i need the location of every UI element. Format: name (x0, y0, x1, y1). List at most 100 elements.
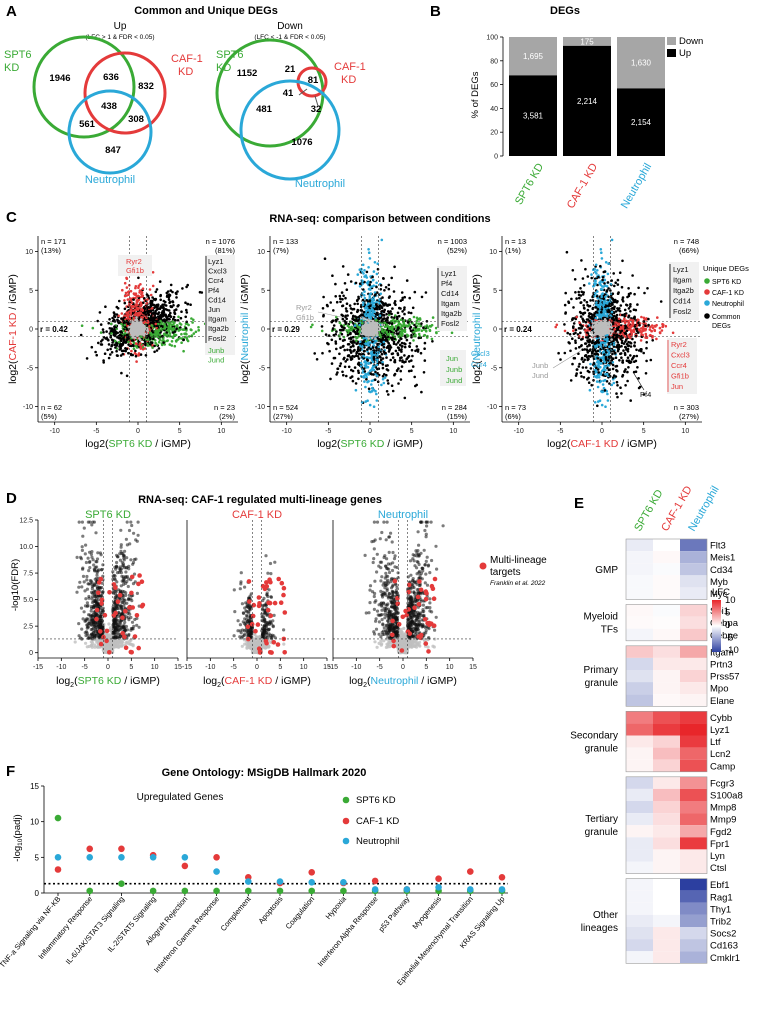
c-scatter-point (382, 313, 386, 317)
c-scatter-point (604, 405, 607, 409)
c-scatter-point (615, 380, 619, 384)
c-scatter-point (330, 338, 334, 342)
c-scatter-point (131, 305, 135, 308)
c-scatter-point (333, 356, 337, 360)
c-scatter-point (150, 329, 154, 333)
c-scatter-point (612, 381, 616, 385)
c-scatter-point (393, 316, 396, 319)
c-scatter-point (568, 333, 572, 336)
c-scatter-point (372, 270, 376, 273)
c-scatter-point (403, 354, 406, 357)
c-scatter-point (149, 293, 153, 297)
c-scatter-point (130, 349, 133, 353)
c-scatter-point (338, 337, 342, 341)
c-scatter-point (382, 333, 386, 337)
c-scatter-point (360, 292, 364, 295)
c-scatter-point (158, 338, 162, 342)
c-scatter-point (355, 350, 359, 354)
c-scatter-point (137, 354, 140, 357)
c-scatter-point (186, 302, 189, 306)
c-xtick-label: -5 (325, 428, 331, 435)
c-scatter-point (351, 315, 355, 318)
c-scatter-point (607, 295, 610, 299)
c-scatter-point (351, 379, 355, 383)
c-scatter-point (338, 352, 341, 356)
c-scatter-point (399, 378, 403, 381)
c-scatter-point (184, 315, 187, 319)
c-scatter-point (178, 336, 182, 340)
c-scatter-point (115, 349, 118, 353)
c-scatter-point (141, 345, 145, 349)
c-scatter-point (128, 284, 131, 287)
c-scatter-point (396, 332, 400, 335)
c-scatter-point (372, 278, 375, 282)
c-scatter-point (343, 365, 347, 369)
c-scatter-point (575, 297, 578, 300)
c-scatter-point (173, 330, 177, 333)
c-scatter-point (369, 326, 372, 330)
c-scatter-point (642, 351, 645, 355)
c-scatter-point (603, 284, 607, 288)
c-scatter-point (135, 360, 138, 363)
c-scatter-point (568, 342, 571, 345)
c-scatter-point (136, 328, 139, 331)
venn-up-title: Up (114, 21, 127, 32)
c-scatter-point (382, 381, 386, 385)
c-scatter-point (157, 329, 161, 333)
c-scatter-point (133, 351, 137, 355)
c-scatter-point (555, 323, 559, 327)
c-scatter-point (120, 330, 123, 334)
c-scatter-point (630, 324, 634, 328)
c-scatter-point (643, 291, 646, 295)
c-scatter-point (342, 373, 345, 377)
c-scatter-point (352, 349, 355, 353)
c-scatter-point (584, 342, 587, 345)
c-ylabel-post: / iGMP) (239, 274, 251, 313)
c-scatter-point (170, 340, 174, 343)
c-scatter-point (570, 297, 573, 301)
c-scatter-point (414, 325, 418, 329)
c-scatter-point (132, 298, 135, 301)
c-scatter-point (376, 331, 380, 335)
c-scatter-point (123, 294, 127, 298)
c-scatter-point (589, 367, 593, 370)
c-scatter-point (113, 343, 116, 347)
c-scatter-point (359, 365, 363, 368)
c-scatter-point (415, 345, 419, 348)
c-scatter-point (351, 317, 354, 321)
c-scatter-point (385, 312, 388, 316)
c-scatter-point (590, 273, 593, 276)
c-scatter-point (335, 300, 339, 304)
c-scatter-point (610, 359, 614, 362)
c-scatter-point (415, 322, 418, 325)
c-scatter-point (644, 332, 648, 336)
c-ytick-label: -10 (255, 404, 265, 411)
c-scatter-point (362, 354, 365, 358)
c-scatter-point (134, 342, 138, 345)
c-scatter-point (143, 310, 147, 314)
c-scatter-point (624, 384, 627, 387)
c-scatter-point (367, 387, 371, 391)
c-scatter-point (580, 259, 583, 262)
c-scatter-point (340, 313, 344, 317)
c-scatter-point (387, 342, 391, 345)
c-scatter-point (173, 344, 177, 348)
c-scatter-point (616, 278, 620, 282)
c-scatter-point (636, 303, 639, 306)
c-scatter-point (363, 290, 366, 293)
c-scatter-point (417, 322, 421, 326)
c-scatter-point (380, 328, 384, 331)
c-xtick-label: 0 (136, 428, 140, 435)
c-ytick-label: 5 (261, 288, 265, 295)
c-quadrant-tl: n = 133 (273, 237, 298, 246)
c-scatter-point (637, 321, 640, 325)
c-scatter-point (655, 337, 658, 341)
c-xtick-label: -10 (50, 428, 60, 435)
c-scatter-point (612, 314, 616, 318)
c-scatter-point (640, 315, 643, 319)
c-scatter-point (163, 320, 167, 323)
c-scatter-point (378, 307, 382, 311)
c-scatter-point (161, 339, 164, 342)
panel-c: C RNA-seq: comparison between conditions… (6, 209, 749, 450)
